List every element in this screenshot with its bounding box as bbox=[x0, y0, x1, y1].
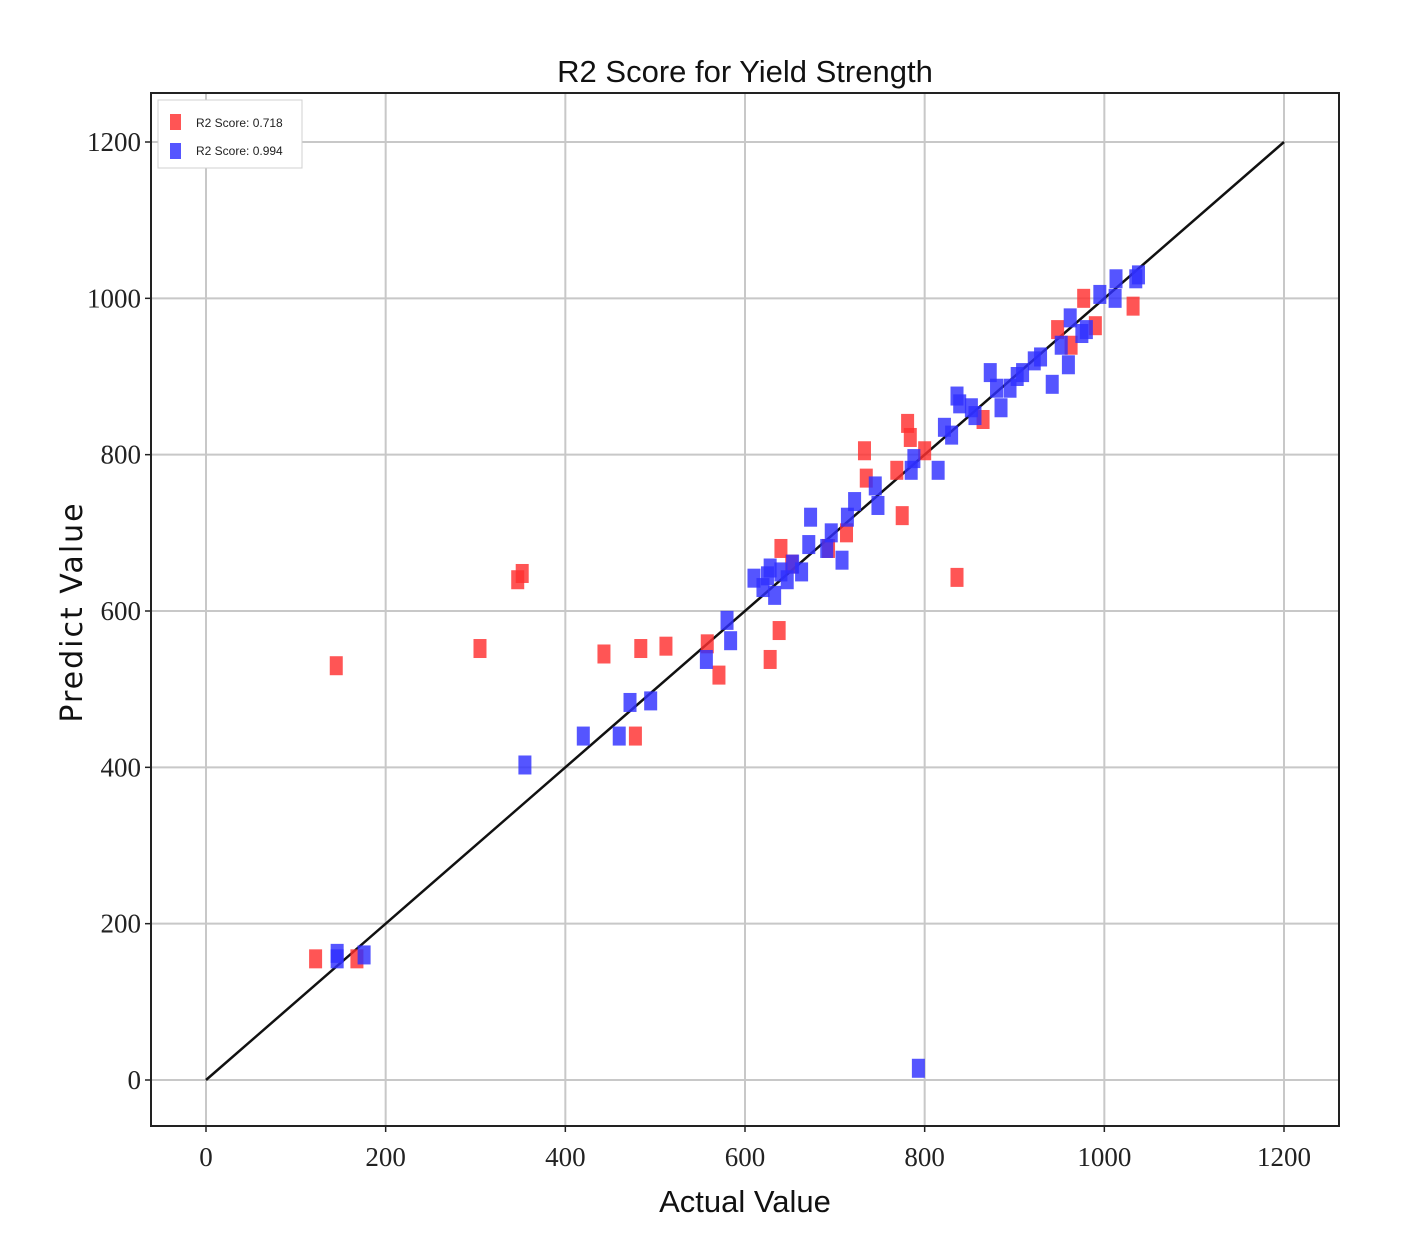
data-point bbox=[1131, 265, 1145, 285]
data-point bbox=[835, 550, 849, 570]
data-point bbox=[768, 585, 782, 605]
data-point bbox=[699, 649, 713, 669]
data-point bbox=[659, 636, 673, 656]
y-axis-title: Predict Value bbox=[55, 501, 90, 722]
data-point bbox=[890, 460, 904, 480]
data-point bbox=[644, 691, 658, 711]
chart-title: R2 Score for Yield Strength bbox=[557, 54, 933, 89]
data-point bbox=[857, 441, 871, 461]
data-point bbox=[1064, 335, 1078, 355]
data-point bbox=[1108, 288, 1122, 308]
data-point bbox=[1016, 363, 1030, 383]
legend-swatch-red bbox=[170, 114, 181, 130]
data-point bbox=[518, 755, 532, 775]
data-point bbox=[772, 621, 786, 641]
x-tick-label: 800 bbox=[904, 1142, 945, 1172]
x-axis-title: Actual Value bbox=[659, 1184, 831, 1219]
data-point bbox=[990, 378, 1004, 398]
data-point bbox=[820, 538, 834, 558]
x-tick-label: 400 bbox=[545, 1142, 586, 1172]
data-point bbox=[871, 495, 885, 515]
grid-lines bbox=[151, 93, 1339, 1126]
data-point bbox=[1054, 335, 1068, 355]
data-point bbox=[1061, 355, 1075, 375]
x-tick-label: 0 bbox=[199, 1142, 213, 1172]
series-1 bbox=[330, 265, 1145, 1078]
data-point bbox=[623, 692, 637, 712]
data-point bbox=[720, 610, 734, 630]
legend-label-blue: R2 Score: 0.994 bbox=[196, 144, 283, 158]
data-point bbox=[612, 726, 626, 746]
x-axis-ticks: 0 200 400 600 800 1000 1200 bbox=[199, 1126, 1311, 1172]
data-point bbox=[911, 1058, 925, 1078]
data-point bbox=[868, 476, 882, 496]
data-point bbox=[840, 523, 854, 543]
y-tick-label: 200 bbox=[101, 909, 142, 939]
y-tick-label: 0 bbox=[128, 1065, 142, 1095]
data-point bbox=[1109, 269, 1123, 289]
data-point bbox=[780, 570, 794, 590]
legend-box bbox=[157, 99, 303, 169]
data-point bbox=[983, 363, 997, 383]
data-point bbox=[1045, 374, 1059, 394]
data-point bbox=[330, 949, 344, 969]
y-axis-ticks: 0 200 400 600 800 1000 1200 bbox=[87, 127, 151, 1095]
data-point bbox=[515, 563, 529, 583]
data-point bbox=[1077, 288, 1091, 308]
series-0 bbox=[309, 288, 1140, 969]
data-point bbox=[634, 639, 648, 659]
x-tick-label: 600 bbox=[725, 1142, 766, 1172]
data-point bbox=[931, 460, 945, 480]
y-tick-label: 600 bbox=[101, 596, 142, 626]
data-point bbox=[903, 427, 917, 447]
data-point bbox=[918, 441, 932, 461]
legend-swatch-blue bbox=[170, 143, 181, 159]
data-point bbox=[597, 644, 611, 664]
data-point bbox=[724, 631, 738, 651]
y-tick-label: 1000 bbox=[87, 283, 141, 313]
data-point bbox=[628, 726, 642, 746]
x-tick-label: 1000 bbox=[1077, 1142, 1131, 1172]
y-tick-label: 800 bbox=[101, 440, 142, 470]
data-point bbox=[907, 449, 921, 469]
data-point bbox=[1079, 320, 1093, 340]
data-point bbox=[1093, 284, 1107, 304]
data-point bbox=[795, 562, 809, 582]
data-point bbox=[763, 558, 777, 578]
data-point bbox=[700, 634, 714, 654]
data-points bbox=[309, 265, 1145, 1078]
data-point bbox=[1034, 347, 1048, 367]
data-point bbox=[712, 665, 726, 685]
data-point bbox=[1063, 308, 1077, 328]
data-point bbox=[895, 506, 909, 526]
data-point bbox=[1051, 320, 1065, 340]
data-point bbox=[848, 492, 862, 512]
data-point bbox=[953, 394, 967, 414]
y-tick-label: 400 bbox=[101, 752, 142, 782]
legend: R2 Score: 0.718 R2 Score: 0.994 bbox=[157, 99, 303, 169]
data-point bbox=[950, 567, 964, 587]
legend-label-red: R2 Score: 0.718 bbox=[196, 116, 283, 130]
x-tick-label: 1200 bbox=[1257, 1142, 1311, 1172]
data-point bbox=[1126, 296, 1140, 316]
data-point bbox=[357, 945, 371, 965]
data-point bbox=[763, 649, 777, 669]
data-point bbox=[968, 406, 982, 426]
x-tick-label: 200 bbox=[365, 1142, 406, 1172]
data-point bbox=[840, 507, 854, 527]
data-point bbox=[802, 535, 816, 555]
data-point bbox=[824, 523, 838, 543]
data-point bbox=[329, 656, 343, 676]
data-point bbox=[576, 726, 590, 746]
data-point bbox=[804, 507, 818, 527]
data-point bbox=[473, 639, 487, 659]
data-point bbox=[774, 538, 788, 558]
data-point bbox=[994, 398, 1008, 418]
data-point bbox=[945, 425, 959, 445]
y-tick-label: 1200 bbox=[87, 127, 141, 157]
data-point bbox=[309, 949, 323, 969]
